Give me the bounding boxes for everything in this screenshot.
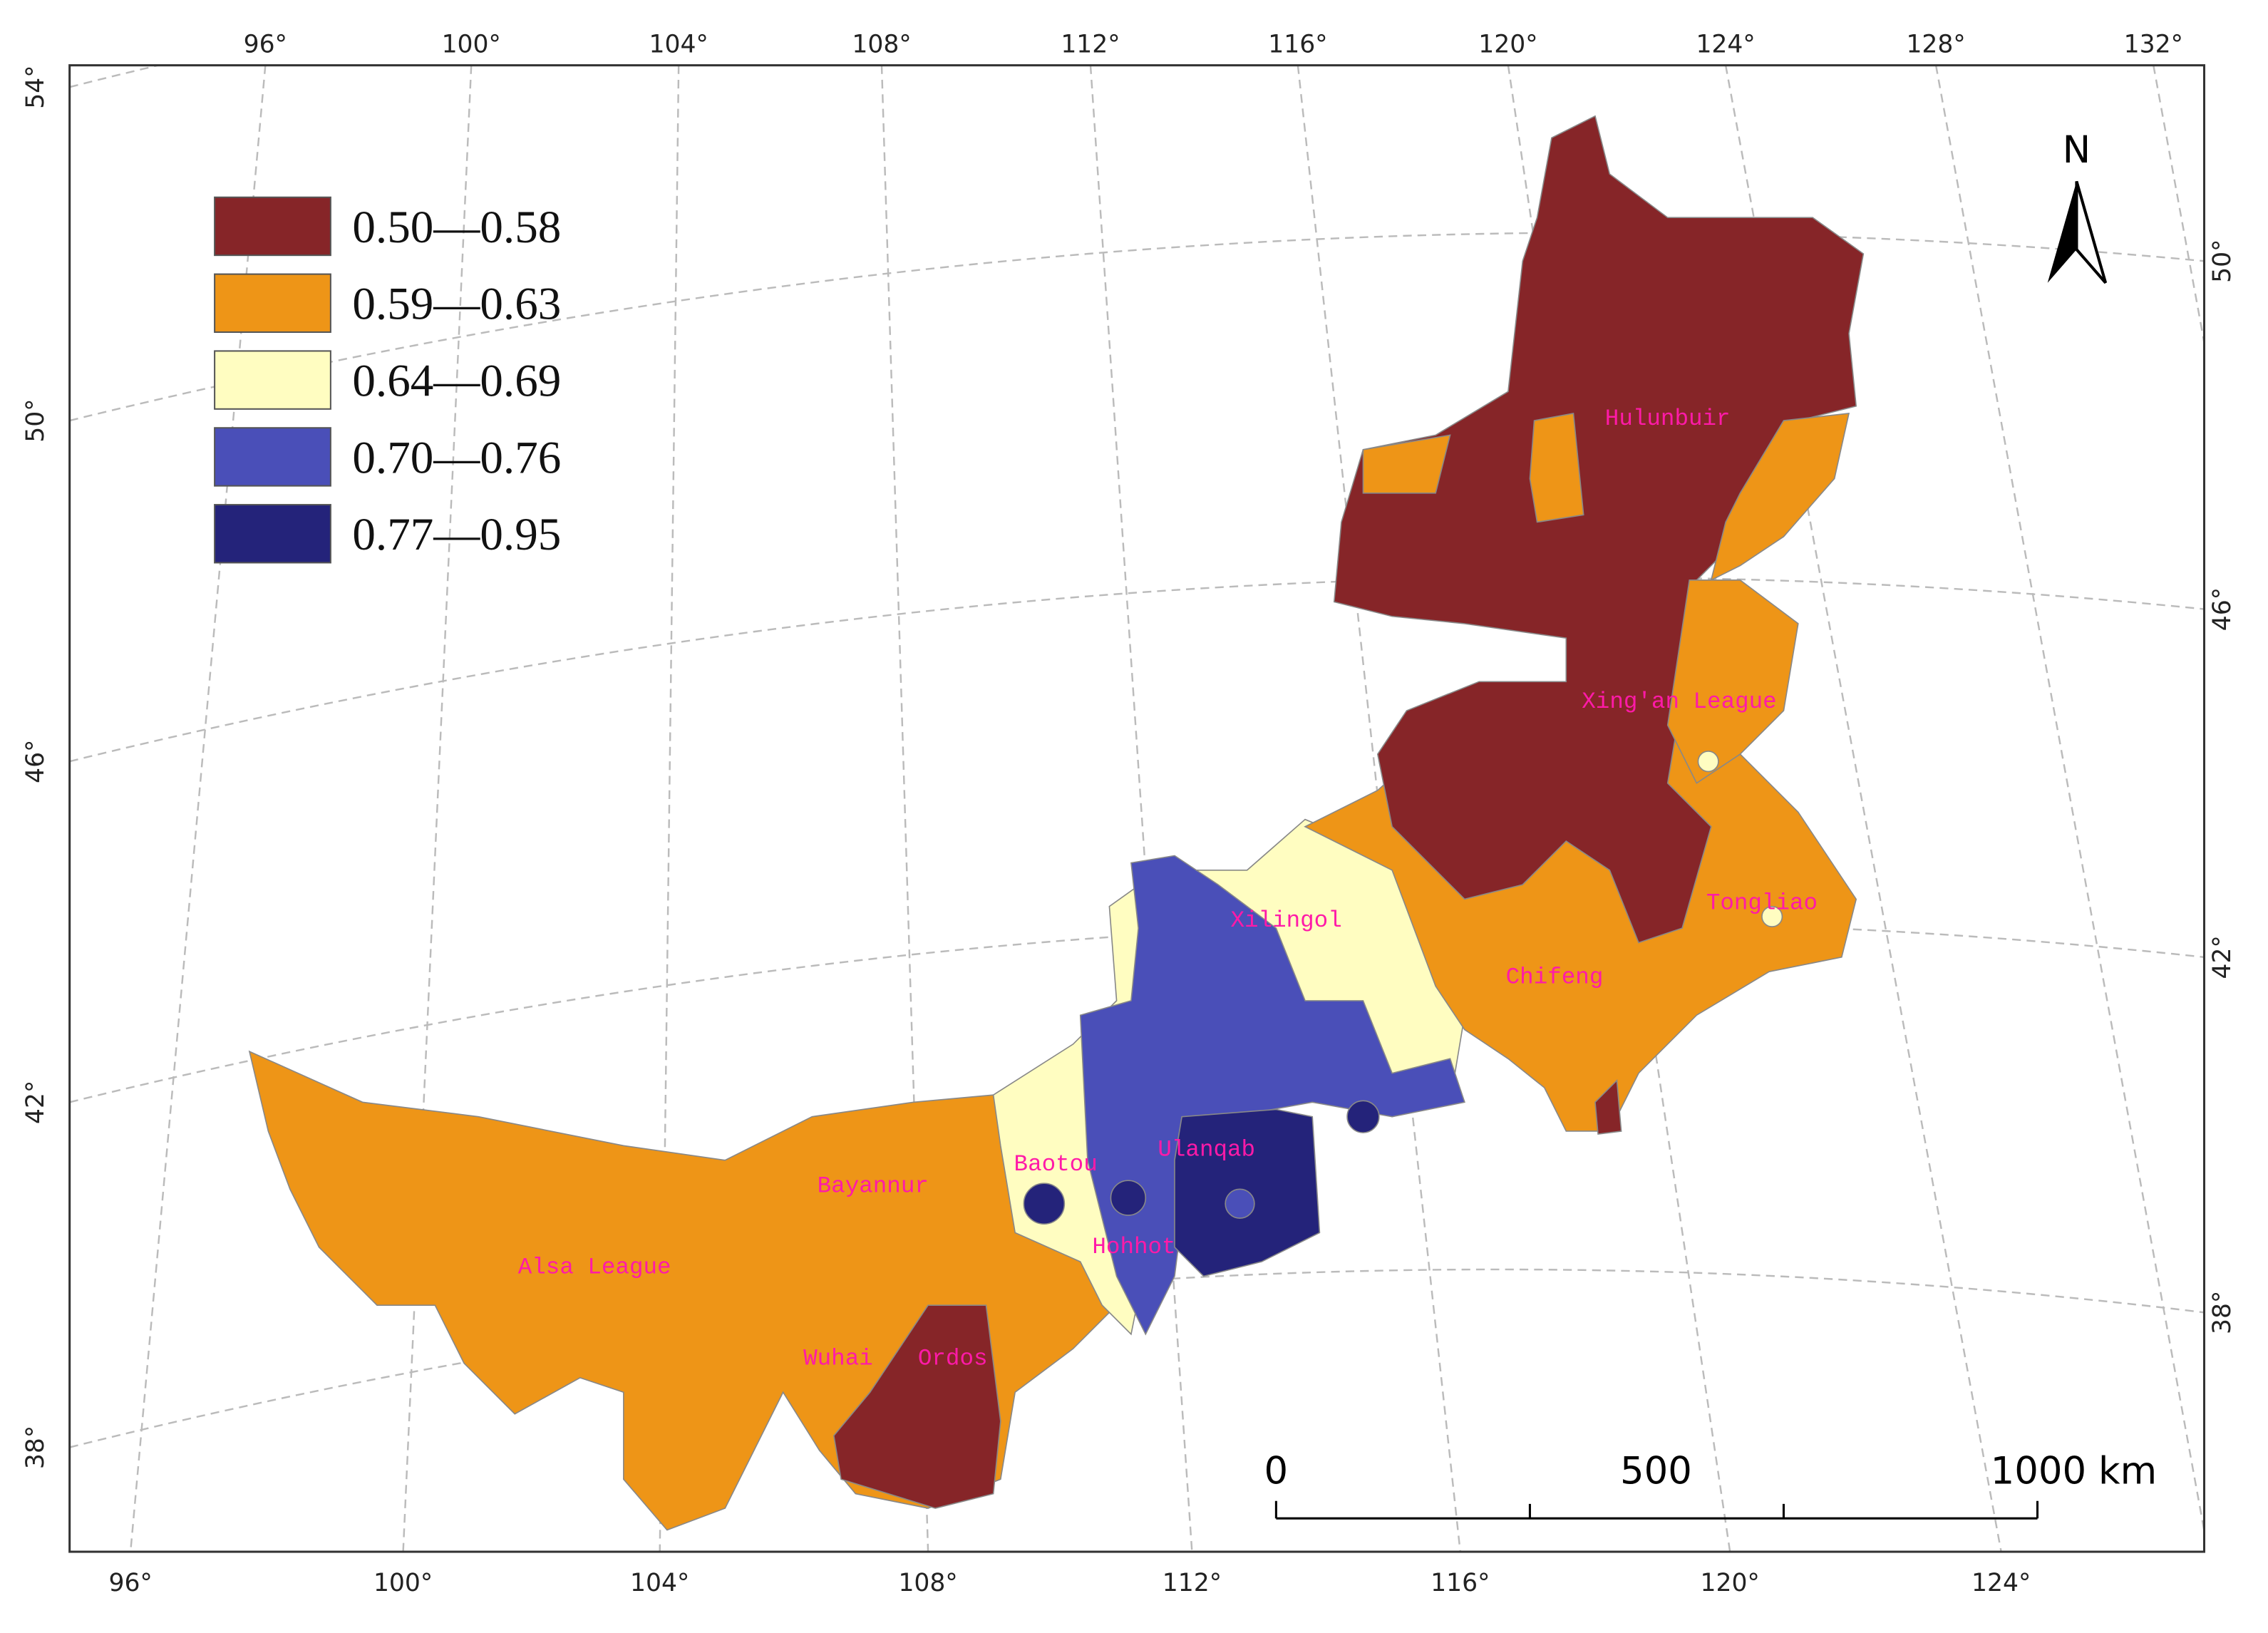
region xyxy=(1529,412,1584,523)
place-label: Alsa League xyxy=(518,1254,671,1280)
scale-label: 500 xyxy=(1620,1449,1692,1493)
region xyxy=(1225,1188,1255,1219)
place-label: Xilingol xyxy=(1230,907,1341,934)
latitude-label: 50° xyxy=(2208,239,2237,283)
scale-label: 0 xyxy=(1264,1449,1289,1493)
latitude-label: 42° xyxy=(2208,935,2237,979)
longitude-label: 120° xyxy=(1478,30,1537,58)
longitude-label: 116° xyxy=(1268,30,1327,58)
region xyxy=(1023,1183,1066,1225)
legend-swatch xyxy=(214,196,331,257)
longitude-label: 124° xyxy=(1971,1569,2031,1597)
longitude-label: 108° xyxy=(898,1569,957,1597)
regions xyxy=(248,115,1865,1531)
place-label: Baotou xyxy=(1014,1151,1098,1178)
longitude-label: 128° xyxy=(1906,30,1965,58)
legend-label: 0.70—0.76 xyxy=(352,432,561,483)
place-label: Xing'an League xyxy=(1582,689,1776,715)
longitude-label: 124° xyxy=(1696,30,1755,58)
legend-label: 0.77—0.95 xyxy=(352,509,561,560)
latitude-label: 50° xyxy=(21,398,50,442)
longitude-label: 104° xyxy=(630,1569,689,1597)
latitude-label: 54° xyxy=(21,65,50,108)
legend-label: 0.64—0.69 xyxy=(352,355,561,406)
region xyxy=(833,1304,1001,1509)
longitude-label: 120° xyxy=(1701,1569,1760,1597)
longitude-label: 132° xyxy=(2124,30,2183,58)
north-label: N xyxy=(2063,128,2091,172)
longitude-label: 112° xyxy=(1061,30,1120,58)
place-label: Ordos xyxy=(918,1346,988,1372)
longitude-label: 100° xyxy=(373,1569,433,1597)
longitude-label: 96° xyxy=(108,1569,152,1597)
region xyxy=(1333,115,1865,944)
region xyxy=(1666,579,1799,784)
place-label: Hulunbuir xyxy=(1605,406,1731,432)
place-label: Bayannur xyxy=(818,1173,929,1199)
region xyxy=(1710,412,1850,582)
latitude-label: 46° xyxy=(21,740,50,783)
region xyxy=(1362,434,1451,494)
longitude-label: 96° xyxy=(244,30,287,58)
latitude-label: 38° xyxy=(21,1426,50,1469)
legend-label: 0.59—0.63 xyxy=(352,279,561,330)
longitude-label: 104° xyxy=(649,30,708,58)
longitude-label: 100° xyxy=(442,30,501,58)
legend-label: 0.50—0.58 xyxy=(352,202,561,253)
region xyxy=(1697,751,1719,773)
place-label: Chifeng xyxy=(1506,964,1604,990)
place-label: Hohhot xyxy=(1092,1234,1175,1260)
scale-label: 1000 km xyxy=(1991,1449,2158,1493)
latitude-label: 42° xyxy=(21,1081,50,1124)
north-arrow: N xyxy=(2047,128,2108,284)
latitude-label: 38° xyxy=(2208,1291,2237,1334)
latitude-label: 46° xyxy=(2208,587,2237,631)
place-label: Ulanqab xyxy=(1158,1137,1255,1163)
scale-bar xyxy=(1274,1500,2039,1520)
longitude-label: 108° xyxy=(852,30,911,58)
region xyxy=(1761,905,1783,927)
legend-swatch xyxy=(214,350,331,410)
frame xyxy=(68,64,2206,1553)
region xyxy=(1110,1180,1147,1216)
legend-swatch xyxy=(214,273,331,333)
place-label: Tongliao xyxy=(1706,890,1818,917)
longitude-label: 116° xyxy=(1431,1569,1490,1597)
legend-swatch xyxy=(214,504,331,564)
place-label: Wuhai xyxy=(803,1346,873,1372)
region xyxy=(1346,1100,1380,1133)
region xyxy=(1594,1078,1622,1135)
legend-swatch xyxy=(214,427,331,487)
longitude-label: 112° xyxy=(1163,1569,1222,1597)
